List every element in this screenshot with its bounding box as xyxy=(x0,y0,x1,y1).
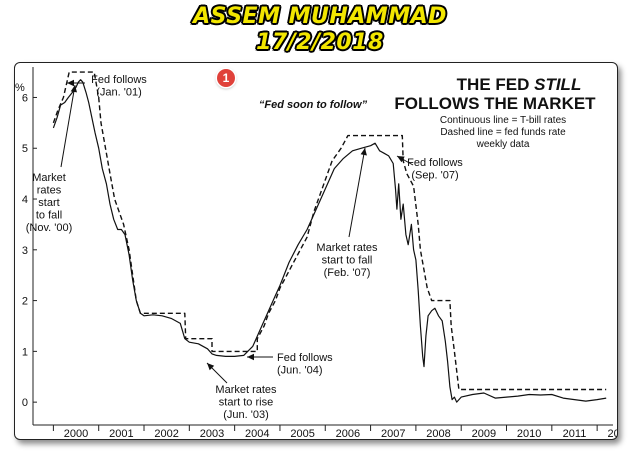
annotation-arrow-head xyxy=(397,156,405,163)
annotation-text: Market rates xyxy=(215,384,277,396)
annotation-arrow-head xyxy=(360,148,367,156)
x-tick-label: 2002 xyxy=(154,428,178,439)
chart-subtitle-3: weekly data xyxy=(476,139,530,150)
annotation-text: rates xyxy=(37,185,62,197)
x-tick-label: 2006 xyxy=(336,428,360,439)
x-tick-label: 2011 xyxy=(563,428,587,439)
y-tick-label: 4 xyxy=(22,194,28,206)
annotation-text: start to rise xyxy=(219,397,273,409)
annotation-layer: Fed follows(Jan. '01)Marketratesstartto … xyxy=(26,74,464,421)
numbered-marker-badge: 1 xyxy=(217,69,235,87)
banner-date: 17/2/2018 xyxy=(256,30,384,55)
chart-svg: THE FED STILL FOLLOWS THE MARKET Continu… xyxy=(15,67,632,440)
annotation-text: (Jan. '01) xyxy=(96,87,142,99)
chart-subtitle-2: Dashed line = fed funds rate xyxy=(440,127,566,138)
y-tick-label: 0 xyxy=(22,397,28,409)
annotation-text: to fall xyxy=(36,210,62,222)
chart-frame: THE FED STILL FOLLOWS THE MARKET Continu… xyxy=(14,62,632,440)
annotation-text: (Nov. '00) xyxy=(26,222,73,234)
series-line-fed-funds xyxy=(52,71,607,391)
y-tick-label: 2 xyxy=(22,296,28,308)
annotation-arrow-head xyxy=(207,363,215,371)
chart-title-emphasis: STILL xyxy=(534,75,581,94)
annotation-4: Fed follows(Sep. '07) xyxy=(396,155,463,182)
annotation-arrow-head xyxy=(247,353,254,361)
x-tick-label: 2008 xyxy=(426,428,450,439)
annotation-text: (Sep. '07) xyxy=(411,170,458,182)
x-tick-label: 2004 xyxy=(245,428,269,439)
annotation-text: (Jun. '03) xyxy=(223,409,269,421)
annotation-text: Market xyxy=(32,172,66,184)
x-tick-label: 2005 xyxy=(290,428,314,439)
y-tick-label: 3 xyxy=(22,245,28,257)
chart-title-line2: FOLLOWS THE MARKET xyxy=(394,94,596,113)
annotation-arrow-head xyxy=(67,79,74,87)
annotation-text: start to fall xyxy=(322,255,373,267)
x-tick-label: 2003 xyxy=(200,428,224,439)
series-layer xyxy=(52,71,607,403)
annotation-text: “Fed soon to follow” xyxy=(259,99,368,111)
annotation-text: Market rates xyxy=(316,242,378,254)
annotation-arrow-shaft xyxy=(60,84,76,168)
y-axis-unit-label: % xyxy=(15,82,25,94)
y-tick-label: 1 xyxy=(22,346,28,358)
banner-author-name: ASSEM MUHAMMAD xyxy=(193,4,447,29)
annotation-arrow-head xyxy=(70,85,77,93)
y-tick-label: 5 xyxy=(22,143,28,155)
chart-title-prefix: THE FED xyxy=(457,75,534,94)
annotation-1: Fed follows(Jan. '01) xyxy=(67,74,147,99)
annotation-text: Fed follows xyxy=(91,74,147,86)
annotation-text: start xyxy=(38,197,59,209)
chart-title-line1: THE FED STILL xyxy=(457,75,582,94)
annotation-text: Fed follows xyxy=(277,352,333,364)
x-tick-label: 2007 xyxy=(381,428,405,439)
x-tick-label: 2009 xyxy=(472,428,496,439)
annotation-3: “Fed soon to follow” xyxy=(259,99,368,111)
y-tick-label: 6 xyxy=(22,92,28,104)
chart-subtitle-1: Continuous line = T-bill rates xyxy=(440,115,566,126)
x-tick-label: 2012 xyxy=(608,428,617,439)
annotation-arrow-shaft xyxy=(348,147,366,238)
annotation-text: (Feb. '07) xyxy=(324,267,371,279)
annotation-6: Fed follows(Jun. '04) xyxy=(247,352,333,377)
annotation-text: (Jun. '04) xyxy=(277,365,323,377)
annotation-text: Fed follows xyxy=(407,157,463,169)
series-line-tbill xyxy=(52,79,607,403)
x-tick-label: 2001 xyxy=(109,428,133,439)
x-tick-label: 2010 xyxy=(517,428,541,439)
x-tick-label: 2000 xyxy=(64,428,88,439)
